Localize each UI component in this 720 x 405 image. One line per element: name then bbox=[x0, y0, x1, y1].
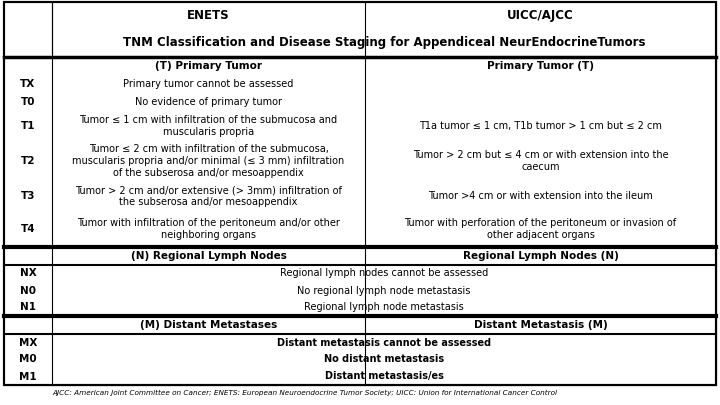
Bar bbox=[52, 111, 365, 141]
Bar bbox=[4, 334, 52, 351]
Bar bbox=[4, 265, 52, 282]
Bar bbox=[365, 211, 716, 247]
Bar bbox=[4, 2, 716, 57]
Text: M0: M0 bbox=[19, 354, 37, 364]
Text: T1a tumor ≤ 1 cm, T1b tumor > 1 cm but ≤ 2 cm: T1a tumor ≤ 1 cm, T1b tumor > 1 cm but ≤… bbox=[419, 121, 662, 131]
Bar bbox=[52, 282, 716, 299]
Text: Regional lymph node metastasis: Regional lymph node metastasis bbox=[304, 303, 464, 313]
Bar bbox=[4, 57, 52, 75]
Text: Tumor with infiltration of the peritoneum and/or other
neighboring organs: Tumor with infiltration of the peritoneu… bbox=[77, 218, 340, 240]
Bar bbox=[52, 351, 716, 368]
Text: UICC/AJCC: UICC/AJCC bbox=[507, 9, 574, 22]
Bar bbox=[52, 93, 365, 111]
Bar bbox=[52, 299, 716, 316]
Bar bbox=[52, 265, 716, 282]
Bar bbox=[365, 93, 716, 111]
Bar bbox=[365, 57, 716, 75]
Bar bbox=[4, 316, 52, 334]
Text: (M) Distant Metastases: (M) Distant Metastases bbox=[140, 320, 277, 330]
Text: T3: T3 bbox=[21, 191, 35, 201]
Bar bbox=[4, 351, 52, 368]
Text: No regional lymph node metastasis: No regional lymph node metastasis bbox=[297, 286, 471, 296]
Bar bbox=[4, 368, 52, 385]
Text: Distant metastasis cannot be assessed: Distant metastasis cannot be assessed bbox=[277, 337, 491, 347]
Bar bbox=[52, 316, 365, 334]
Bar bbox=[52, 247, 365, 265]
Text: TNM Classification and Disease Staging for Appendiceal NeurEndocrineTumors: TNM Classification and Disease Staging f… bbox=[122, 36, 645, 49]
Text: No evidence of primary tumor: No evidence of primary tumor bbox=[135, 97, 282, 107]
Bar bbox=[52, 181, 365, 211]
Bar bbox=[4, 211, 52, 247]
Bar bbox=[4, 111, 52, 141]
Bar bbox=[4, 93, 52, 111]
Text: T2: T2 bbox=[21, 156, 35, 166]
Text: Tumor ≤ 2 cm with infiltration of the submucosa,
muscularis propria and/or minim: Tumor ≤ 2 cm with infiltration of the su… bbox=[73, 145, 345, 178]
Bar bbox=[365, 316, 716, 334]
Bar bbox=[52, 75, 365, 93]
Bar bbox=[4, 181, 52, 211]
Bar bbox=[365, 141, 716, 181]
Text: Tumor with perforation of the peritoneum or invasion of
other adjacent organs: Tumor with perforation of the peritoneum… bbox=[405, 218, 677, 240]
Text: T0: T0 bbox=[21, 97, 35, 107]
Text: M1: M1 bbox=[19, 371, 37, 382]
Text: ENETS: ENETS bbox=[187, 9, 230, 22]
Text: Tumor > 2 cm but ≤ 4 cm or with extension into the
caecum: Tumor > 2 cm but ≤ 4 cm or with extensio… bbox=[413, 150, 668, 172]
Bar bbox=[4, 247, 52, 265]
Text: AJCC: American Joint Committee on Cancer; ENETS: European Neuroendocrine Tumor S: AJCC: American Joint Committee on Cancer… bbox=[52, 390, 557, 396]
Bar bbox=[52, 334, 716, 351]
Bar bbox=[4, 75, 52, 93]
Text: Regional Lymph Nodes (N): Regional Lymph Nodes (N) bbox=[462, 251, 618, 261]
Bar bbox=[4, 141, 52, 181]
Bar bbox=[365, 181, 716, 211]
Text: TX: TX bbox=[20, 79, 35, 89]
Text: Distant Metastasis (M): Distant Metastasis (M) bbox=[474, 320, 608, 330]
Text: T4: T4 bbox=[21, 224, 35, 234]
Text: Tumor ≤ 1 cm with infiltration of the submucosa and
muscularis propria: Tumor ≤ 1 cm with infiltration of the su… bbox=[79, 115, 338, 137]
Text: Distant metastasis/es: Distant metastasis/es bbox=[325, 371, 444, 382]
Text: Tumor > 2 cm and/or extensive (> 3mm) infiltration of
the subserosa and/or mesoa: Tumor > 2 cm and/or extensive (> 3mm) in… bbox=[75, 185, 342, 207]
Text: T1: T1 bbox=[21, 121, 35, 131]
Bar bbox=[52, 368, 716, 385]
Text: Regional lymph nodes cannot be assessed: Regional lymph nodes cannot be assessed bbox=[280, 269, 488, 279]
Bar bbox=[52, 141, 365, 181]
Bar bbox=[365, 75, 716, 93]
Text: MX: MX bbox=[19, 337, 37, 347]
Text: NX: NX bbox=[19, 269, 37, 279]
Text: N0: N0 bbox=[20, 286, 36, 296]
Bar bbox=[52, 211, 365, 247]
Text: No distant metastasis: No distant metastasis bbox=[324, 354, 444, 364]
Text: (T) Primary Tumor: (T) Primary Tumor bbox=[155, 61, 262, 71]
Text: Tumor >4 cm or with extension into the ileum: Tumor >4 cm or with extension into the i… bbox=[428, 191, 653, 201]
Text: N1: N1 bbox=[20, 303, 36, 313]
Text: Primary Tumor (T): Primary Tumor (T) bbox=[487, 61, 594, 71]
Text: (N) Regional Lymph Nodes: (N) Regional Lymph Nodes bbox=[130, 251, 287, 261]
Bar bbox=[4, 282, 52, 299]
Bar bbox=[52, 57, 365, 75]
Bar bbox=[4, 299, 52, 316]
Bar bbox=[365, 111, 716, 141]
Bar bbox=[365, 247, 716, 265]
Text: Primary tumor cannot be assessed: Primary tumor cannot be assessed bbox=[123, 79, 294, 89]
